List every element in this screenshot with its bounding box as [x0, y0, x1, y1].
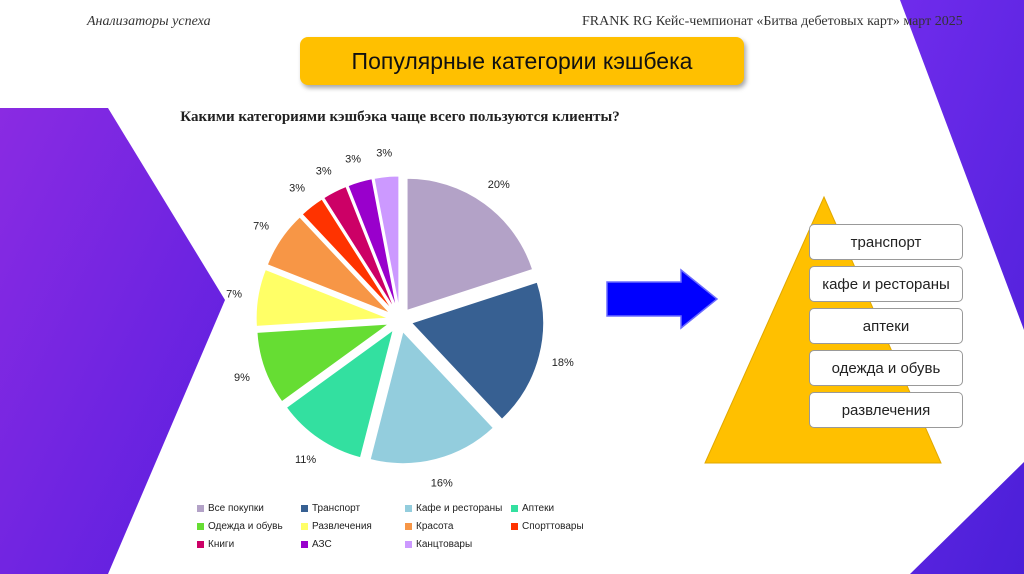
- left-purple-shape: [0, 108, 225, 574]
- pyramid-item: аптеки: [809, 308, 963, 344]
- legend-swatch: [301, 505, 308, 512]
- pyramid-item: кафе и рестораны: [809, 266, 963, 302]
- legend-label: Транспорт: [312, 503, 361, 514]
- pie-slice-2: [369, 330, 495, 465]
- chart-title: Какими категориями кэшбэка чаще всего по…: [180, 109, 620, 125]
- pie-slice-1: [410, 281, 545, 420]
- pie-slice-4: [256, 323, 391, 403]
- legend-item: Транспорт: [301, 503, 405, 514]
- pie-data-label: 20%: [488, 179, 510, 191]
- legend-item: Кафе и рестораны: [405, 503, 511, 514]
- pyramid-item: одежда и обувь: [809, 350, 963, 386]
- legend-swatch: [511, 505, 518, 512]
- pyramid-item: развлечения: [809, 392, 963, 428]
- pie-data-label: 3%: [289, 182, 305, 194]
- legend-swatch: [197, 523, 204, 530]
- pie-data-label: 9%: [234, 372, 250, 384]
- header-right: FRANK RG Кейс-чемпионат «Битва дебетовых…: [582, 14, 963, 29]
- legend-label: Кафе и рестораны: [416, 503, 503, 514]
- legend-item: Красота: [405, 521, 511, 532]
- legend-label: Развлечения: [312, 521, 372, 532]
- pie-slice-7: [301, 198, 394, 311]
- legend-label: Книги: [208, 539, 235, 550]
- pie-slice-5: [255, 268, 389, 327]
- pie-slice-3: [285, 328, 395, 459]
- pyramid-category-list: транспорт кафе и рестораны аптеки одежда…: [809, 224, 963, 434]
- legend-swatch: [301, 541, 308, 548]
- pie-data-label: 3%: [345, 154, 361, 166]
- legend-swatch: [197, 505, 204, 512]
- chart-legend: Все покупки Транспорт Кафе и рестораны Апте…: [197, 503, 607, 550]
- legend-swatch: [405, 541, 412, 548]
- legend-label: Все покупки: [208, 503, 264, 514]
- legend-item: АЗС: [301, 539, 405, 550]
- pie-data-label: 18%: [552, 357, 574, 369]
- pie-data-label: 7%: [226, 289, 242, 301]
- slide-title: Популярные категории кэшбека: [300, 37, 744, 85]
- pie-data-label: 11%: [295, 454, 316, 466]
- right-arrow-icon: [606, 268, 719, 330]
- pie-data-label: 16%: [431, 478, 453, 490]
- legend-item: Спорттовары: [511, 521, 607, 532]
- pie-slice-6: [266, 216, 391, 314]
- legend-label: Аптеки: [522, 503, 555, 514]
- legend-swatch: [405, 523, 412, 530]
- legend-swatch: [301, 523, 308, 530]
- legend-label: Спорттовары: [522, 521, 584, 532]
- pie-data-label: 3%: [376, 148, 392, 160]
- legend-item: Канцтовары: [405, 539, 511, 550]
- header-left: Анализаторы успеха: [87, 14, 211, 29]
- pie-data-label: 3%: [316, 165, 332, 177]
- pie-slice-0: [406, 177, 534, 311]
- pie-slice-10: [373, 175, 400, 309]
- legend-swatch: [197, 541, 204, 548]
- legend-label: Красота: [416, 521, 454, 532]
- pyramid-item: транспорт: [809, 224, 963, 260]
- legend-item: Развлечения: [301, 521, 405, 532]
- legend-item: Аптеки: [511, 503, 607, 514]
- legend-swatch: [511, 523, 518, 530]
- legend-label: Одежда и обувь: [208, 521, 283, 532]
- legend-label: АЗС: [312, 539, 332, 550]
- legend-swatch: [405, 505, 412, 512]
- right-purple-shape: [790, 0, 1024, 574]
- legend-item: Одежда и обувь: [197, 521, 301, 532]
- legend-label: Канцтовары: [416, 539, 473, 550]
- pie-slice-8: [323, 185, 396, 310]
- legend-item: Книги: [197, 539, 301, 550]
- pie-slice-9: [347, 178, 398, 309]
- pie-data-label: 7%: [253, 221, 269, 233]
- legend-item: Все покупки: [197, 503, 301, 514]
